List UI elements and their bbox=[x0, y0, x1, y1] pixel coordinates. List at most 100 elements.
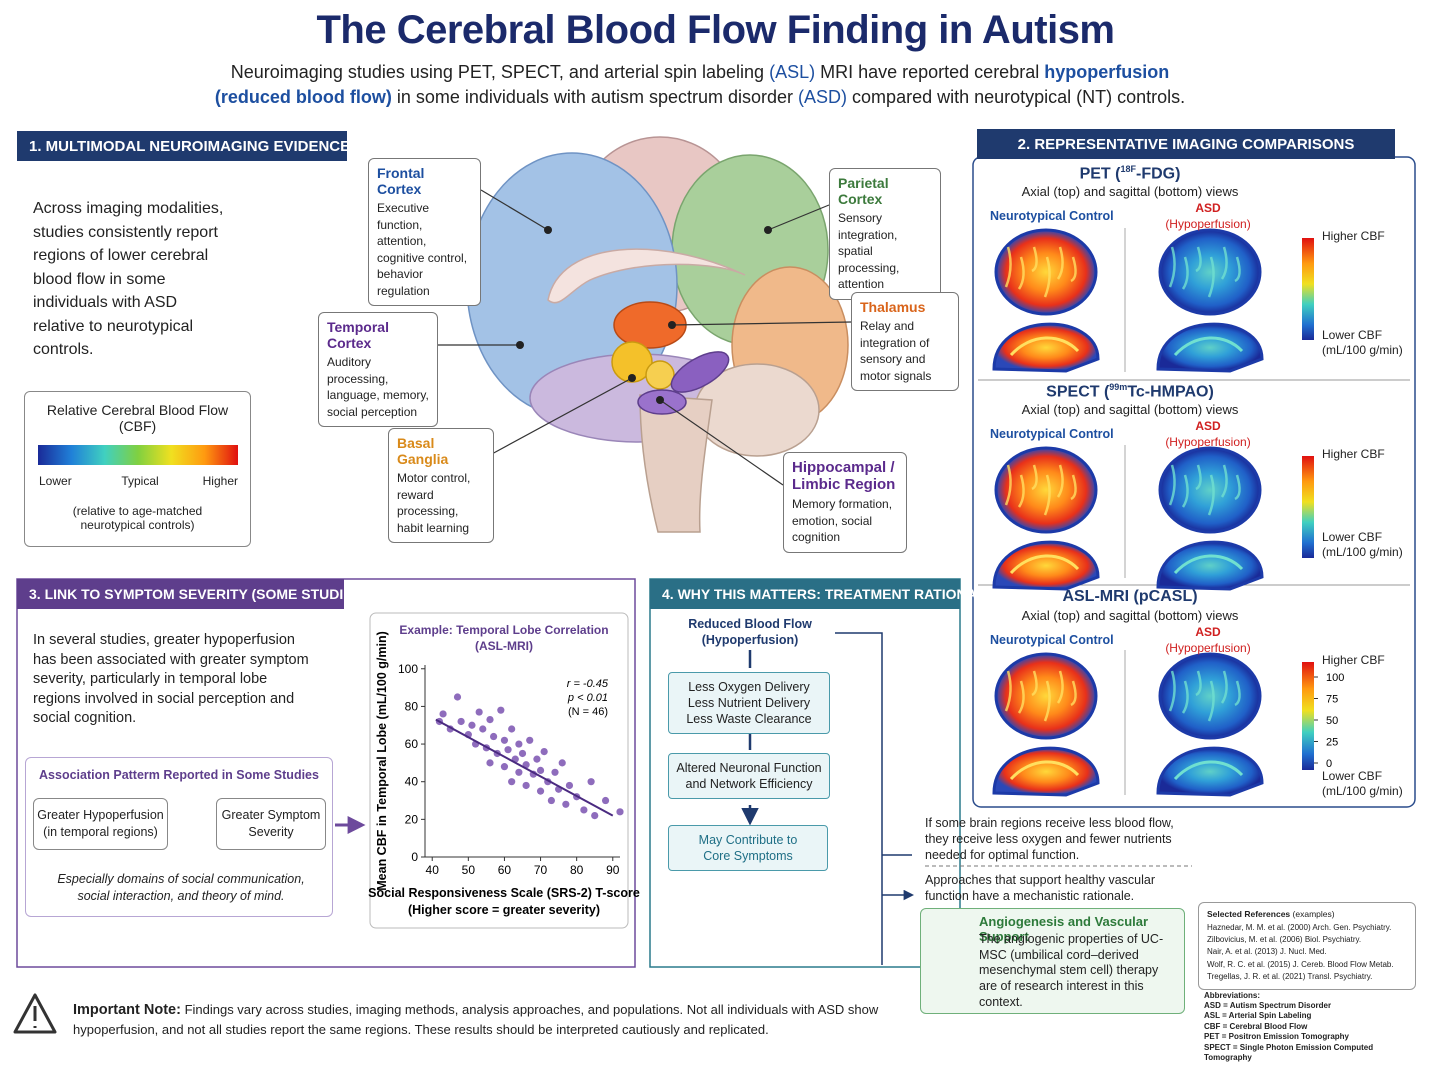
leader-dot bbox=[764, 226, 772, 234]
scan-texture bbox=[1043, 680, 1051, 722]
sagittal-scan bbox=[1156, 322, 1264, 373]
bracket-arrows bbox=[882, 854, 912, 895]
region-title: Thalamus bbox=[860, 299, 926, 315]
scan-texture bbox=[1070, 680, 1077, 707]
pattern-right: Greater Symptom Severity bbox=[216, 798, 326, 850]
annotation: (N = 46) bbox=[568, 706, 608, 718]
point bbox=[497, 706, 505, 714]
flow-step: Less Oxygen Delivery Less Nutrient Delive… bbox=[668, 672, 830, 734]
subtitle-part: in some individuals with autism spectrum… bbox=[396, 87, 794, 107]
y-tick-label: 60 bbox=[405, 737, 419, 751]
subtitle-part: hypoperfusion bbox=[1044, 62, 1170, 82]
flow-step: Reduced Blood Flow (Hypoperfusion) bbox=[652, 616, 848, 648]
legend-note: (relative to age-matched neurotypical co… bbox=[72, 504, 203, 532]
panel-asd: ASD bbox=[1195, 201, 1221, 215]
pattern-note: Especially domains of social communicati… bbox=[57, 872, 305, 903]
axial-scan bbox=[1158, 652, 1262, 740]
legend-mid: Typical bbox=[121, 474, 159, 488]
scan-texture bbox=[1207, 680, 1215, 722]
flow-step-line: Reduced Blood Flow bbox=[688, 617, 812, 631]
reference: Haznedar, M. M. et al. (2000) Arch. Gen.… bbox=[1207, 923, 1392, 932]
title: The Cerebral Blood Flow Finding in Autis… bbox=[316, 8, 1115, 52]
y-tick-label: 0 bbox=[411, 850, 418, 864]
point bbox=[562, 800, 570, 808]
scan-texture bbox=[1004, 670, 1012, 712]
leader-dot bbox=[656, 396, 664, 404]
flow-step-line: Core Symptoms bbox=[703, 849, 793, 863]
point bbox=[580, 806, 588, 814]
y-axis-label: Mean CBF in Temporal Lobe (mL/100 g/min) bbox=[375, 631, 389, 891]
colorbar bbox=[1302, 456, 1314, 558]
region-box: Hippocampal / Limbic Region Memory format… bbox=[783, 452, 907, 553]
x-axis-note: (Higher score = greater severity) bbox=[408, 903, 600, 917]
panel-nt: Neurotypical Control bbox=[990, 633, 1114, 647]
x-tick-label: 80 bbox=[570, 863, 584, 877]
scan-texture bbox=[1017, 474, 1025, 508]
panel-asd-note: (Hypoperfusion) bbox=[1165, 435, 1251, 449]
scan-texture bbox=[1031, 670, 1038, 697]
legend-title: Relative Cerebral Blood Flow (CBF) bbox=[46, 402, 229, 434]
scan-texture bbox=[1056, 246, 1064, 280]
section-heading: 3. LINK TO SYMPTOM SEVERITY (SOME STUDIE… bbox=[17, 579, 367, 609]
pattern-left: Greater Hypoperfusion (in temporal region… bbox=[33, 798, 168, 850]
region-text: Relay and integration of sensory and mot… bbox=[860, 319, 932, 383]
abbreviation: CBF = Cerebral Blood Flow bbox=[1204, 1021, 1308, 1031]
point bbox=[486, 715, 494, 724]
cbf-legend: Relative Cerebral Blood Flow (CBF) Lower… bbox=[24, 391, 251, 547]
scan-texture bbox=[1173, 554, 1244, 575]
region-text: Motor control, reward processing, habit … bbox=[397, 471, 471, 535]
point bbox=[475, 708, 483, 716]
point bbox=[457, 717, 465, 726]
references-list: Haznedar, M. M. et al. (2000) Arch. Gen.… bbox=[1207, 922, 1412, 983]
subtitle-part: (reduced blood flow) bbox=[214, 87, 392, 107]
scan-texture bbox=[1043, 474, 1051, 516]
point bbox=[540, 747, 548, 756]
references-title-text: Selected References bbox=[1207, 909, 1291, 919]
scan-texture bbox=[1220, 670, 1228, 704]
scan-texture bbox=[1070, 474, 1077, 501]
warning-icon bbox=[13, 993, 57, 1034]
abbrev-list: ASD = Autism Spectrum Disorder ASL = Arte… bbox=[1204, 1001, 1404, 1063]
pattern-line: Greater Symptom bbox=[221, 808, 321, 822]
scan-texture bbox=[1207, 256, 1215, 298]
y-tick-label: 80 bbox=[405, 699, 419, 713]
point bbox=[591, 811, 599, 820]
subtitle: (reduced blood flow) in some individuals… bbox=[0, 87, 1400, 108]
point bbox=[486, 759, 494, 767]
panel-nt: Neurotypical Control bbox=[990, 209, 1114, 223]
section-body: In several studies, greater hypoperfusio… bbox=[33, 632, 309, 726]
colorbar bbox=[1302, 238, 1314, 340]
panel-title-part: 99m bbox=[1109, 382, 1128, 392]
pattern-line: (in temporal regions) bbox=[43, 825, 158, 839]
abbreviation: SPECT = Single Photon Emission Computed … bbox=[1204, 1042, 1374, 1063]
scan-texture bbox=[1009, 554, 1080, 575]
scan-texture bbox=[1017, 256, 1025, 290]
panel-views: Axial (top) and sagittal (bottom) views bbox=[1021, 402, 1239, 417]
panel-high: Higher CBF bbox=[1322, 229, 1385, 243]
pattern-line: Severity bbox=[248, 825, 294, 839]
region-title: Parietal Cortex bbox=[838, 175, 889, 207]
point bbox=[616, 808, 624, 816]
point bbox=[587, 778, 595, 786]
subtitle-part: MRI have reported cerebral bbox=[820, 62, 1040, 82]
scan-texture bbox=[1234, 256, 1241, 283]
axial-scan bbox=[994, 652, 1098, 740]
panel-low: Lower CBF bbox=[1322, 769, 1383, 783]
sagittal-scan bbox=[1156, 746, 1264, 797]
flow-step-line: May Contribute to bbox=[698, 833, 798, 847]
point bbox=[508, 778, 516, 786]
colorbar-tick-label: 0 bbox=[1326, 758, 1332, 770]
colorbar-tick-label: 50 bbox=[1326, 715, 1338, 727]
scan-texture bbox=[1168, 670, 1176, 712]
panel-asd-note: (Hypoperfusion) bbox=[1165, 217, 1251, 231]
flow-step-line: Altered Neuronal Function bbox=[676, 761, 822, 775]
panel-high: Higher CBF bbox=[1322, 447, 1385, 461]
region-title: Temporal Cortex bbox=[327, 319, 389, 351]
sagittal-scan bbox=[992, 746, 1100, 797]
y-tick-label: 40 bbox=[405, 775, 419, 789]
point bbox=[504, 746, 512, 754]
panel-title: SPECT (99mTc-HMPAO) bbox=[975, 382, 1285, 401]
point bbox=[500, 736, 509, 744]
references-title: Selected References (examples) bbox=[1207, 909, 1335, 919]
